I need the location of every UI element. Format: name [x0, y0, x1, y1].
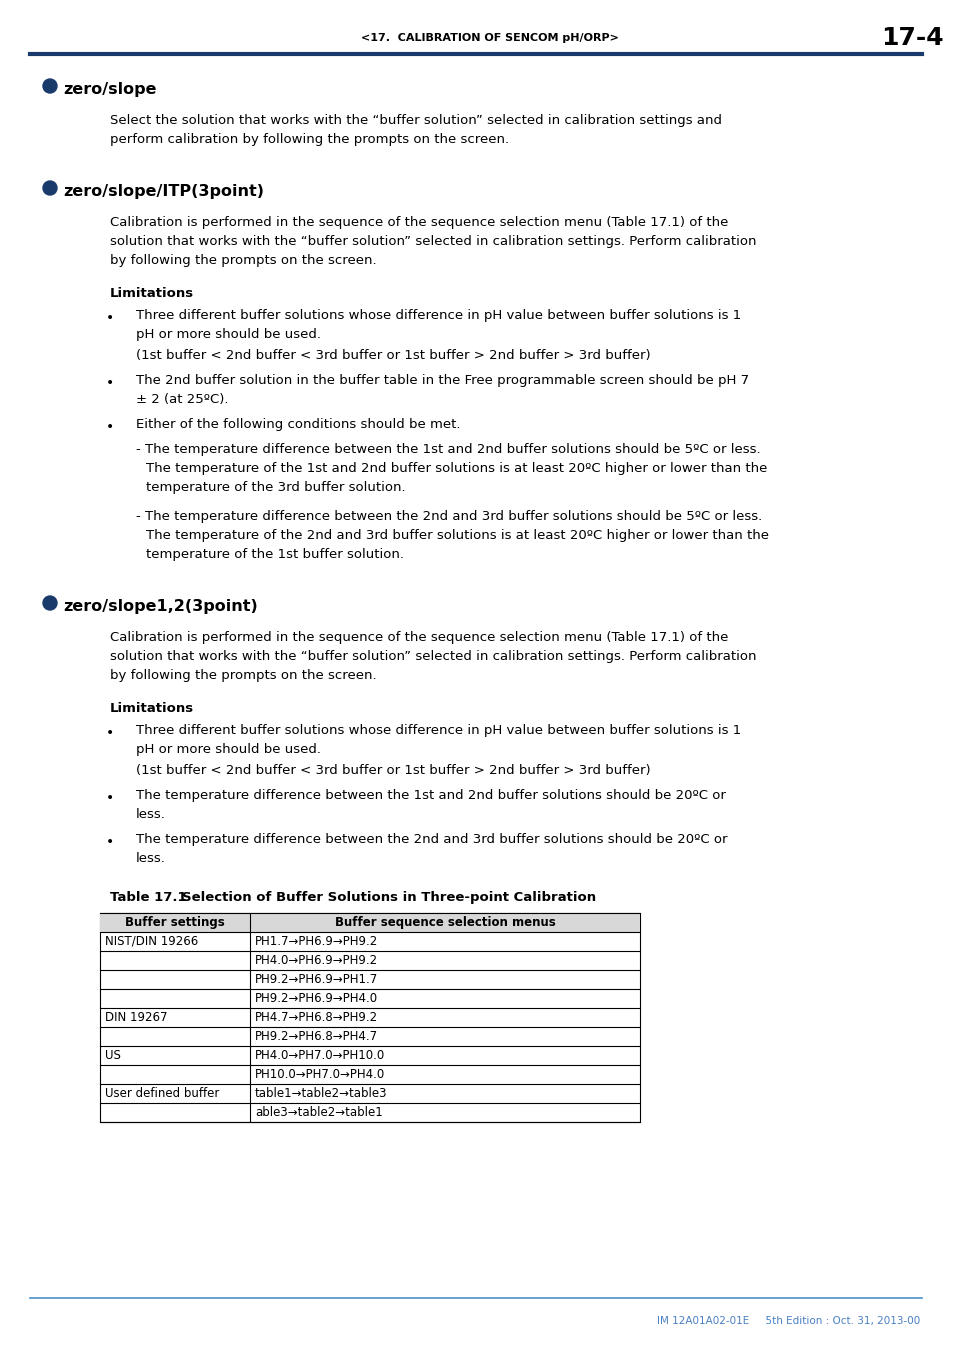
Circle shape	[43, 80, 57, 93]
Bar	[100, 913, 639, 1122]
Text: PH1.7→PH6.9→PH9.2: PH1.7→PH6.9→PH9.2	[254, 936, 377, 948]
Text: The 2nd buffer solution in the buffer table in the Free programmable screen shou: The 2nd buffer solution in the buffer ta…	[136, 374, 748, 387]
Text: ± 2 (at 25ºC).: ± 2 (at 25ºC).	[136, 393, 229, 406]
Text: Buffer settings: Buffer settings	[125, 917, 225, 929]
Text: PH9.2→PH6.9→PH4.0: PH9.2→PH6.9→PH4.0	[254, 992, 377, 1004]
Text: US: US	[105, 1049, 121, 1062]
Circle shape	[43, 595, 57, 610]
Text: Either of the following conditions should be met.: Either of the following conditions shoul…	[136, 418, 460, 431]
Text: NIST/DIN 19266: NIST/DIN 19266	[105, 936, 198, 948]
Text: zero/slope1,2(3point): zero/slope1,2(3point)	[63, 599, 257, 614]
Text: by following the prompts on the screen.: by following the prompts on the screen.	[110, 254, 376, 267]
Text: The temperature of the 2nd and 3rd buffer solutions is at least 20ºC higher or l: The temperature of the 2nd and 3rd buffe…	[146, 529, 768, 541]
Text: Three different buffer solutions whose difference in pH value between buffer sol: Three different buffer solutions whose d…	[136, 724, 740, 737]
Text: - The temperature difference between the 2nd and 3rd buffer solutions should be : - The temperature difference between the…	[136, 510, 761, 522]
Text: 17-4: 17-4	[880, 26, 943, 50]
Text: table1→table2→table3: table1→table2→table3	[254, 1087, 387, 1100]
Text: able3→table2→table1: able3→table2→table1	[254, 1106, 382, 1119]
Text: •: •	[106, 726, 114, 740]
Text: temperature of the 3rd buffer solution.: temperature of the 3rd buffer solution.	[146, 481, 405, 494]
Text: pH or more should be used.: pH or more should be used.	[136, 743, 320, 756]
Text: <17.  CALIBRATION OF SENCOM pH/ORP>: <17. CALIBRATION OF SENCOM pH/ORP>	[360, 32, 618, 43]
Text: PH4.0→PH7.0→PH10.0: PH4.0→PH7.0→PH10.0	[254, 1049, 385, 1062]
Text: The temperature difference between the 1st and 2nd buffer solutions should be 20: The temperature difference between the 1…	[136, 788, 725, 802]
Text: •: •	[106, 310, 114, 325]
Text: Select the solution that works with the “buffer solution” selected in calibratio: Select the solution that works with the …	[110, 113, 721, 127]
Text: •: •	[106, 377, 114, 390]
Text: - The temperature difference between the 1st and 2nd buffer solutions should be : - The temperature difference between the…	[136, 443, 760, 456]
Text: Calibration is performed in the sequence of the sequence selection menu (Table 1: Calibration is performed in the sequence…	[110, 216, 727, 230]
Text: zero/slope: zero/slope	[63, 82, 156, 97]
Text: pH or more should be used.: pH or more should be used.	[136, 328, 320, 342]
Text: •: •	[106, 420, 114, 433]
Text: Buffer sequence selection menus: Buffer sequence selection menus	[335, 917, 555, 929]
Text: solution that works with the “buffer solution” selected in calibration settings.: solution that works with the “buffer sol…	[110, 649, 756, 663]
Text: •: •	[106, 791, 114, 805]
Text: solution that works with the “buffer solution” selected in calibration settings.: solution that works with the “buffer sol…	[110, 235, 756, 248]
Text: IM 12A01A02-01E     5th Edition : Oct. 31, 2013-00: IM 12A01A02-01E 5th Edition : Oct. 31, 2…	[656, 1316, 919, 1326]
Text: Limitations: Limitations	[110, 288, 193, 300]
Text: by following the prompts on the screen.: by following the prompts on the screen.	[110, 670, 376, 682]
Text: User defined buffer: User defined buffer	[105, 1087, 219, 1100]
Text: The temperature difference between the 2nd and 3rd buffer solutions should be 20: The temperature difference between the 2…	[136, 833, 727, 846]
Text: Selection of Buffer Solutions in Three-point Calibration: Selection of Buffer Solutions in Three-p…	[182, 891, 596, 904]
Text: less.: less.	[136, 809, 166, 821]
Text: The temperature of the 1st and 2nd buffer solutions is at least 20ºC higher or l: The temperature of the 1st and 2nd buffe…	[146, 462, 766, 475]
Text: Three different buffer solutions whose difference in pH value between buffer sol: Three different buffer solutions whose d…	[136, 309, 740, 323]
Text: Table 17.1: Table 17.1	[110, 891, 187, 904]
Text: (1st buffer < 2nd buffer < 3rd buffer or 1st buffer > 2nd buffer > 3rd buffer): (1st buffer < 2nd buffer < 3rd buffer or…	[136, 764, 650, 778]
Text: zero/slope/ITP(3point): zero/slope/ITP(3point)	[63, 184, 264, 198]
Text: Calibration is performed in the sequence of the sequence selection menu (Table 1: Calibration is performed in the sequence…	[110, 630, 727, 644]
Text: •: •	[106, 836, 114, 849]
Circle shape	[43, 181, 57, 194]
Text: PH9.2→PH6.8→PH4.7: PH9.2→PH6.8→PH4.7	[254, 1030, 377, 1044]
Bar	[100, 913, 639, 931]
Text: DIN 19267: DIN 19267	[105, 1011, 168, 1025]
Text: Limitations: Limitations	[110, 702, 193, 716]
Text: (1st buffer < 2nd buffer < 3rd buffer or 1st buffer > 2nd buffer > 3rd buffer): (1st buffer < 2nd buffer < 3rd buffer or…	[136, 350, 650, 362]
Text: temperature of the 1st buffer solution.: temperature of the 1st buffer solution.	[146, 548, 403, 562]
Text: PH10.0→PH7.0→PH4.0: PH10.0→PH7.0→PH4.0	[254, 1068, 385, 1081]
Text: less.: less.	[136, 852, 166, 865]
Text: perform calibration by following the prompts on the screen.: perform calibration by following the pro…	[110, 134, 509, 146]
Text: PH4.7→PH6.8→PH9.2: PH4.7→PH6.8→PH9.2	[254, 1011, 377, 1025]
Text: PH4.0→PH6.9→PH9.2: PH4.0→PH6.9→PH9.2	[254, 954, 377, 967]
Text: PH9.2→PH6.9→PH1.7: PH9.2→PH6.9→PH1.7	[254, 973, 377, 985]
